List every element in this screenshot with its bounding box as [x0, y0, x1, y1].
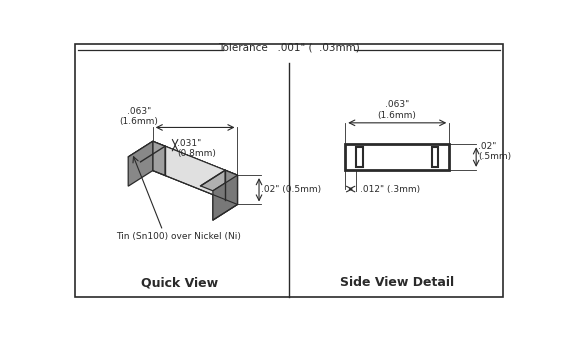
- Text: .012" (.3mm): .012" (.3mm): [360, 185, 420, 193]
- Bar: [431, 148, 438, 167]
- Text: .02"
(.5mm): .02" (.5mm): [478, 142, 512, 161]
- Polygon shape: [225, 170, 237, 205]
- Text: Tin (Sn100) over Nickel (Ni): Tin (Sn100) over Nickel (Ni): [117, 232, 241, 241]
- Polygon shape: [153, 141, 237, 205]
- Bar: [345, 144, 449, 170]
- Text: .063"
(1.6mm): .063" (1.6mm): [120, 106, 158, 126]
- Polygon shape: [213, 175, 237, 220]
- Text: .063"
(1.6mm): .063" (1.6mm): [377, 100, 416, 120]
- Text: Side View Detail: Side View Detail: [340, 276, 454, 289]
- Bar: [356, 148, 363, 167]
- Polygon shape: [128, 141, 237, 191]
- Text: Quick View: Quick View: [141, 276, 218, 289]
- Polygon shape: [165, 146, 225, 200]
- Polygon shape: [213, 175, 237, 220]
- Text: Tolerance   .001" (  .03mm): Tolerance .001" ( .03mm): [218, 42, 360, 52]
- Text: .02" (0.5mm): .02" (0.5mm): [261, 185, 321, 194]
- Polygon shape: [128, 141, 153, 186]
- Polygon shape: [201, 170, 237, 191]
- Polygon shape: [153, 141, 165, 176]
- Polygon shape: [128, 141, 165, 162]
- Text: .031"
(0.8mm): .031" (0.8mm): [178, 139, 216, 158]
- Polygon shape: [140, 146, 225, 186]
